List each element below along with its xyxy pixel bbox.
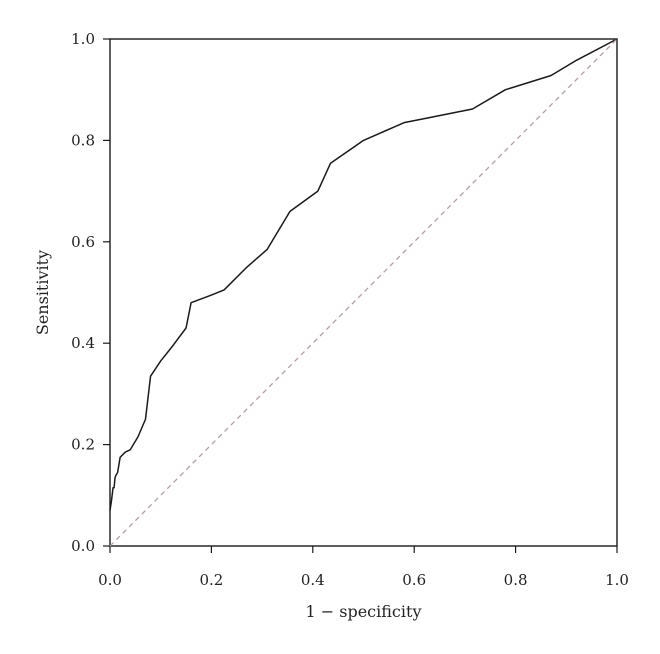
- y-tick-label: 0.8: [71, 131, 95, 149]
- x-tick-label: 0.2: [199, 571, 223, 589]
- reference-diagonal-line: [109, 38, 618, 547]
- x-tick-label: 0.6: [402, 571, 426, 589]
- plot-frame: [109, 38, 618, 547]
- x-tick-label: 0.4: [301, 571, 325, 589]
- y-tick-label: 0.0: [71, 537, 95, 555]
- y-tick-label: 1.0: [71, 30, 95, 48]
- y-tick-label: 0.2: [71, 436, 95, 454]
- x-axis-title: 1 − specificity: [306, 602, 422, 621]
- x-tick-label: 0.8: [504, 571, 528, 589]
- x-tick-label: 1.0: [605, 571, 629, 589]
- series-layer: [109, 38, 618, 547]
- y-axis-title: Sensitivity: [33, 250, 52, 335]
- x-axis-ticks: 0.0 0.2 0.4 0.6 0.8 1.0: [98, 546, 629, 589]
- y-tick-label: 0.4: [71, 334, 95, 352]
- roc-curve-line: [109, 38, 618, 511]
- x-tick-label: 0.0: [98, 571, 122, 589]
- y-tick-label: 0.6: [71, 233, 95, 251]
- y-axis-ticks: 0.0 0.2 0.4 0.6 0.8 1.0: [71, 30, 110, 555]
